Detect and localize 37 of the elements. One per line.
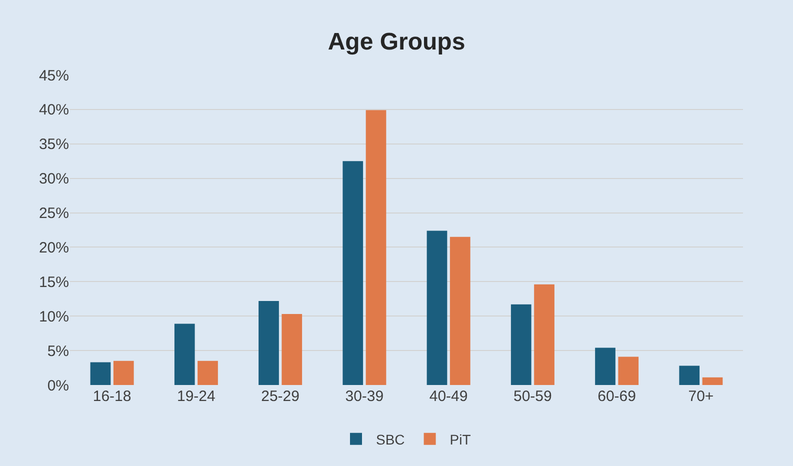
bar	[450, 236, 470, 385]
bar	[618, 356, 639, 385]
y-tick-label: 45%	[38, 67, 69, 84]
bar	[342, 161, 364, 385]
y-tick-label: 15%	[38, 274, 69, 291]
bar	[90, 362, 111, 385]
bar	[679, 366, 700, 385]
bar	[174, 324, 195, 385]
x-tick-label: 16-18	[92, 388, 132, 405]
x-tick-label: 30-39	[345, 388, 384, 405]
legend-label: SBC	[376, 431, 405, 448]
x-tick-label: 50-59	[514, 388, 552, 405]
y-tick-label: 30%	[38, 170, 69, 188]
y-tick-label: 0%	[47, 377, 69, 394]
y-tick-label: 25%	[38, 205, 69, 222]
bar	[426, 230, 448, 385]
bar	[198, 360, 218, 385]
y-tick-label: 40%	[38, 102, 69, 119]
bar	[282, 314, 302, 385]
y-tick-label: 35%	[38, 136, 69, 154]
x-tick-label: 40-49	[429, 388, 468, 405]
x-tick-label: 19-24	[177, 388, 216, 405]
x-tick-label: 70+	[688, 388, 714, 405]
bar	[366, 110, 386, 385]
bar	[702, 377, 723, 385]
y-tick-label: 5%	[47, 342, 69, 360]
chart-title: Age Groups	[328, 28, 466, 56]
bar	[595, 348, 616, 385]
bar	[534, 284, 554, 385]
bar	[510, 304, 532, 385]
bar	[258, 300, 279, 385]
y-tick-label: 20%	[38, 239, 69, 256]
x-tick-label: 60-69	[598, 388, 636, 405]
legend-label: PiT	[450, 431, 472, 448]
bar	[113, 360, 134, 385]
y-tick-label: 10%	[38, 308, 69, 326]
x-tick-label: 25-29	[261, 388, 300, 405]
